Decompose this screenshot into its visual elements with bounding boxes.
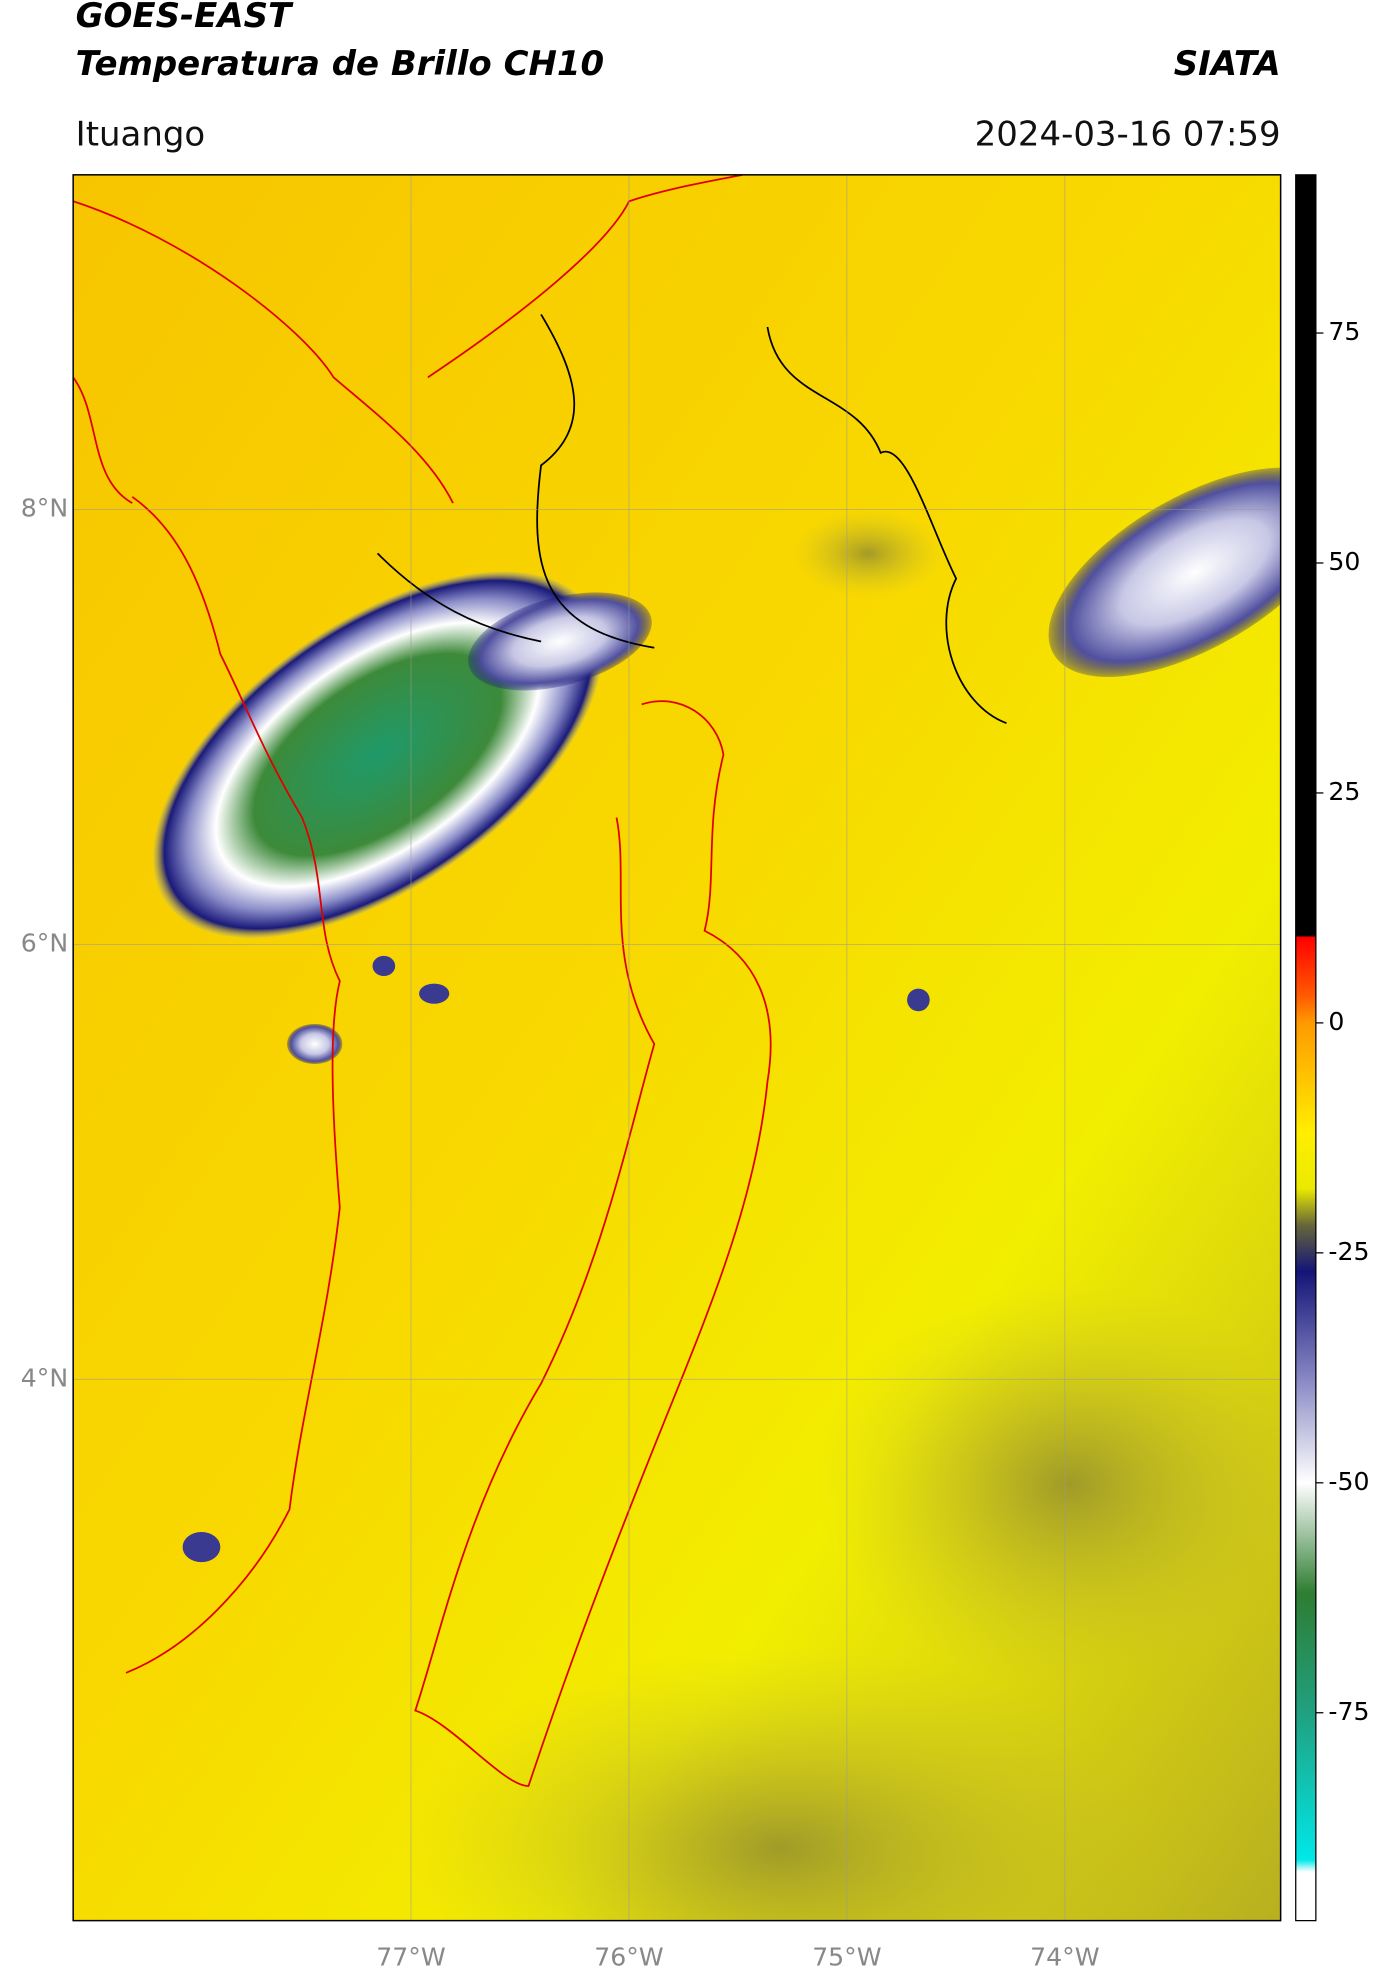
cloud-field bbox=[817, 1282, 1281, 1686]
region: Ituango bbox=[76, 114, 206, 154]
colorbar-tick-label: -25 bbox=[1328, 1237, 1369, 1266]
cloud-field bbox=[792, 509, 944, 598]
lat-tick-label: 8°N bbox=[21, 494, 68, 523]
lon-tick-label: 76°W bbox=[594, 1942, 664, 1971]
river-basin bbox=[414, 700, 772, 1787]
map-frame bbox=[72, 174, 1282, 1922]
storm-cloud bbox=[1048, 467, 1281, 677]
colorbar-tick-label: 0 bbox=[1328, 1007, 1344, 1036]
storm-cloud bbox=[182, 1531, 221, 1563]
storm-cloud bbox=[372, 955, 396, 977]
colorbar-tick-label: 25 bbox=[1328, 777, 1360, 806]
colorbar-tick-label: 75 bbox=[1328, 317, 1360, 346]
colorbar-tick-label: -75 bbox=[1328, 1697, 1369, 1726]
storm-cloud bbox=[907, 988, 930, 1012]
border-line bbox=[376, 313, 1007, 725]
colorbar-ticks: 75 50 25 0 -25 -50 -75 bbox=[1315, 317, 1369, 1726]
grid bbox=[73, 174, 1281, 1921]
colorbar bbox=[1295, 174, 1317, 1922]
lon-tick-label: 74°W bbox=[1030, 1942, 1100, 1971]
cloud-field bbox=[402, 1647, 1158, 1921]
source: SIATA bbox=[1174, 44, 1281, 84]
lat-tick-label: 4°N bbox=[21, 1363, 68, 1392]
colorbar-tick-label: -50 bbox=[1328, 1467, 1369, 1496]
lon-tick-label: 77°W bbox=[376, 1942, 446, 1971]
colorbar-tick-label: 50 bbox=[1328, 547, 1360, 576]
coast-line bbox=[73, 174, 743, 1674]
storm-cloud bbox=[286, 1023, 343, 1065]
map bbox=[73, 174, 1281, 1921]
lon-tick-label: 75°W bbox=[812, 1942, 882, 1971]
datetime: 2024-03-16 07:59 bbox=[975, 114, 1281, 154]
storm-cloud bbox=[468, 592, 652, 691]
lat-tick-label: 6°N bbox=[21, 928, 68, 957]
axis-ticks: 77°W 76°W 75°W 74°W 8°N 6°N 4°N bbox=[21, 494, 1100, 1972]
title: GOES-EAST bbox=[76, 0, 294, 36]
subtitle: Temperatura de Brillo CH10 bbox=[76, 44, 604, 84]
coastline bbox=[73, 174, 772, 1787]
storm-cloud bbox=[419, 983, 450, 1004]
borders bbox=[376, 313, 1007, 725]
